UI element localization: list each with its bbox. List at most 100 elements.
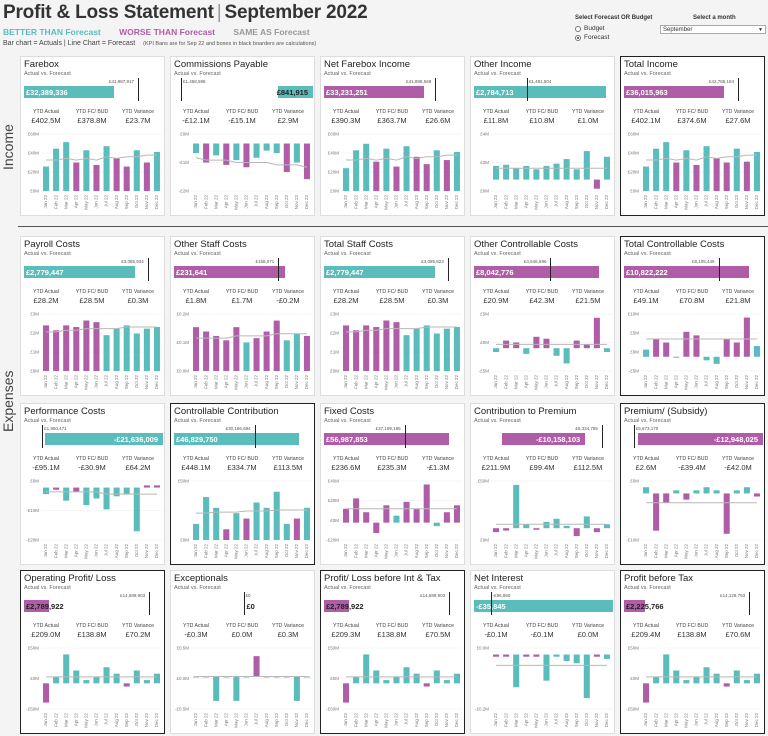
radio-forecast-dot[interactable] [575,34,581,41]
actual-value: £8,042,776 [476,268,514,277]
kpi-value-var: £0.3M [277,630,299,639]
x-tick-label: Oct 22 [434,544,439,558]
actual-bar [501,433,586,445]
x-tick-label: Dec 22 [304,713,309,728]
radio-budget[interactable]: Budget [575,25,605,32]
kpi-card-othercontrollable[interactable]: Other Controllable Costs Actual vs. Forec… [470,236,615,396]
kpi-value-bud: £138.8M [677,630,707,639]
y-tick-label: £50M [328,646,340,651]
actual-bar-5 [533,336,540,349]
actual-bar-7 [103,667,110,684]
x-tick-label: Nov 22 [444,713,449,728]
target-marker [718,258,720,281]
kpi-card-farebox[interactable]: Farebox Actual vs. Forecast £32,389,336 £41… [20,56,165,216]
kpi-label-var: YTD Variance [122,289,154,295]
kpi-value-var: -£42.0M [724,463,752,472]
section-income-label: Income [0,124,16,170]
actual-value: £36,015,963 [626,88,668,97]
y-tick-label: £0.0M [176,369,189,374]
kpi-label-actual: YTD Actual [183,456,209,462]
x-tick-label: Feb 22 [503,713,508,728]
actual-bar-5 [383,680,390,684]
kpi-value-var: £70.2M [125,630,151,639]
kpi-value-bud: £334.7M [227,463,257,472]
x-tick-label: Jun 22 [544,713,549,727]
target-value: £1,458,598 [182,79,206,84]
kpi-value-actual: £209.3M [331,630,361,639]
x-tick-label: Dec 22 [154,195,159,210]
radio-budget-dot[interactable] [575,25,581,32]
kpi-label-var: YTD Variance [722,623,754,629]
kpi-card-totalincome[interactable]: Total Income Actual vs. Forecast £36,015,9… [620,56,765,216]
radio-forecast[interactable]: Forecast [575,34,609,41]
x-tick-label: Jun 22 [544,375,549,389]
actual-bar-6 [393,515,400,523]
kpi-value-actual: £209.0M [31,630,61,639]
kpi-card-otherstaff[interactable]: Other Staff Costs Actual vs. Forecast £231… [170,236,315,396]
kpi-card-otherincome[interactable]: Other Income Actual vs. Forecast £2,784,71… [470,56,615,216]
y-tick-label: £0M [30,676,39,681]
kpi-card-exceptionals[interactable]: Exceptionals Actual vs. Forecast £0 £0 YTD A… [170,570,315,734]
kpi-card-plbeforeint[interactable]: Profit/ Loss before Int & Tax Actual vs. … [320,570,465,734]
x-tick-label: Dec 22 [754,375,759,390]
kpi-card-premium[interactable]: Premium/ (Subsidy) Actual vs. Forecast -£1… [620,403,765,565]
y-tick-label: -£50M [26,707,39,712]
x-tick-label: Sep 22 [274,375,279,390]
kpi-card-commissions[interactable]: Commissions Payable Actual vs. Forecast £8… [170,56,315,216]
actual-bar-5 [83,150,90,191]
x-tick-label: May 22 [234,195,239,210]
kpi-card-controllablecontribution[interactable]: Controllable Contribution Actual vs. Fore… [170,403,315,565]
actual-bar [324,600,350,612]
kpi-card-payroll[interactable]: Payroll Costs Actual vs. Forecast £2,779,4… [20,236,165,396]
kpi-value-var: £113.5M [273,463,303,472]
actual-bar-5 [683,680,690,684]
x-tick-label: Jan 22 [43,375,48,389]
actual-bar-11 [743,487,750,494]
kpi-value-bud: -£30.9M [78,463,106,472]
x-tick-label: Oct 22 [734,713,739,727]
y-tick-label: £10M [628,312,640,317]
kpi-value-actual: -£12.1M [182,116,210,125]
kpi-label-actual: YTD Actual [333,289,359,295]
actual-bar-8 [413,156,420,191]
actual-bar-10 [583,654,590,699]
x-tick-label: Jul 22 [104,375,109,388]
x-tick-label: Mar 22 [513,375,518,390]
actual-bar-8 [113,487,120,497]
month-select[interactable]: September ▼ [660,25,766,34]
x-tick-label: Jul 22 [404,544,409,557]
kpi-card-netfarebox[interactable]: Net Farebox Income Actual vs. Forecast £33… [320,56,465,216]
kpi-card-totalcontrollable[interactable]: Total Controllable Costs Actual vs. Forec… [620,236,765,396]
actual-bar-1 [643,683,650,703]
actual-bar-8 [413,508,420,523]
kpi-card-fixedcosts[interactable]: Fixed Costs Actual vs. Forecast £56,987,85… [320,403,465,565]
x-tick-label: Nov 22 [294,713,299,728]
x-tick-label: Jul 22 [104,195,109,208]
actual-bar-3 [63,654,70,684]
kpi-card-profitbeforetax[interactable]: Profit before Tax Actual vs. Forecast £2,2… [620,570,765,734]
actual-bar [278,86,313,98]
actual-bar-7 [103,487,110,510]
actual-bar-3 [363,512,370,523]
x-tick-label: Nov 22 [594,713,599,728]
kpi-card-performance[interactable]: Performance Costs Actual vs. Forecast -£21… [20,403,165,565]
x-tick-label: Feb 22 [653,375,658,390]
kpi-card-contributionpremium[interactable]: Contribution to Premium Actual vs. Foreca… [470,403,615,565]
actual-bar-10 [583,516,590,529]
actual-bar-8 [263,331,270,371]
kpi-card-operatingprofit[interactable]: Operating Profit/ Loss Actual vs. Forecas… [20,570,165,734]
radio-budget-label: Budget [584,25,605,32]
x-tick-label: Aug 22 [114,713,119,728]
actual-bar [24,600,50,612]
kpi-card-totalstaff[interactable]: Total Staff Costs Actual vs. Forecast £2,7… [320,236,465,396]
actual-bar-11 [593,528,600,533]
kpi-label-var: YTD Variance [572,109,604,115]
card-subtitle: Actual vs. Forecast [24,418,71,424]
kpi-value-actual: £209.4M [631,630,661,639]
kpi-label-var: YTD Variance [422,289,454,295]
card-subtitle: Actual vs. Forecast [174,585,221,591]
monthly-chart: £0.2M £0.1M £0.0M Jan 22 Feb 22 Mar 22 Apr 22 M… [176,312,312,390]
actual-bar [624,266,750,278]
x-tick-label: Feb 22 [53,195,58,210]
